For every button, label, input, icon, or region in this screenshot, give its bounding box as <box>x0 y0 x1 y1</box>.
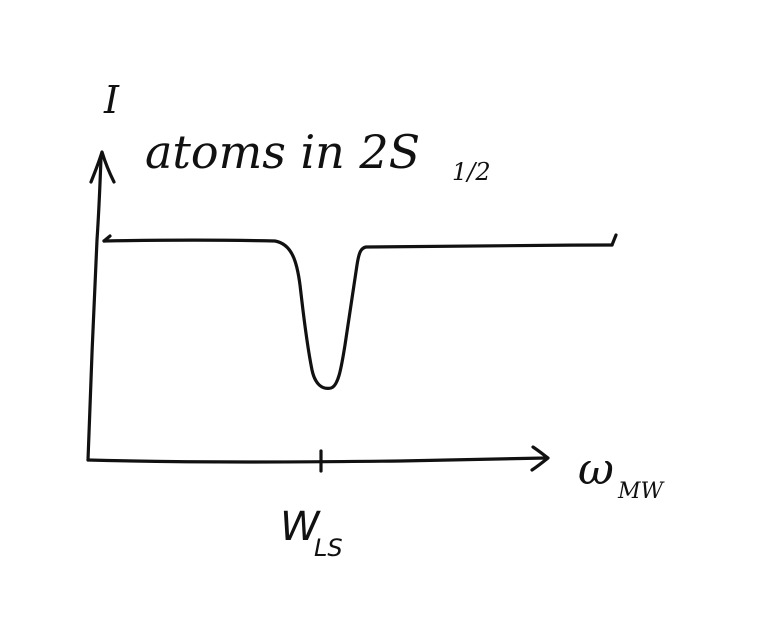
signal-curve <box>102 238 614 390</box>
x-axis-label: ω <box>578 444 614 495</box>
curve-end-mark <box>610 233 618 247</box>
y-axis-label: I <box>103 78 120 122</box>
y-axis-arrowhead <box>89 150 116 184</box>
curve-start-mark <box>102 234 112 243</box>
x-axis-arrowhead <box>530 445 550 472</box>
curve-label: atoms in 2S <box>145 125 420 179</box>
y-axis <box>86 156 103 462</box>
x-axis <box>86 456 548 464</box>
tick-label: W <box>280 504 321 550</box>
tick-label-subscript: LS <box>314 534 343 562</box>
x-axis-label-subscript: MW <box>617 479 666 504</box>
curve-label-subscript: 1/2 <box>452 158 491 186</box>
